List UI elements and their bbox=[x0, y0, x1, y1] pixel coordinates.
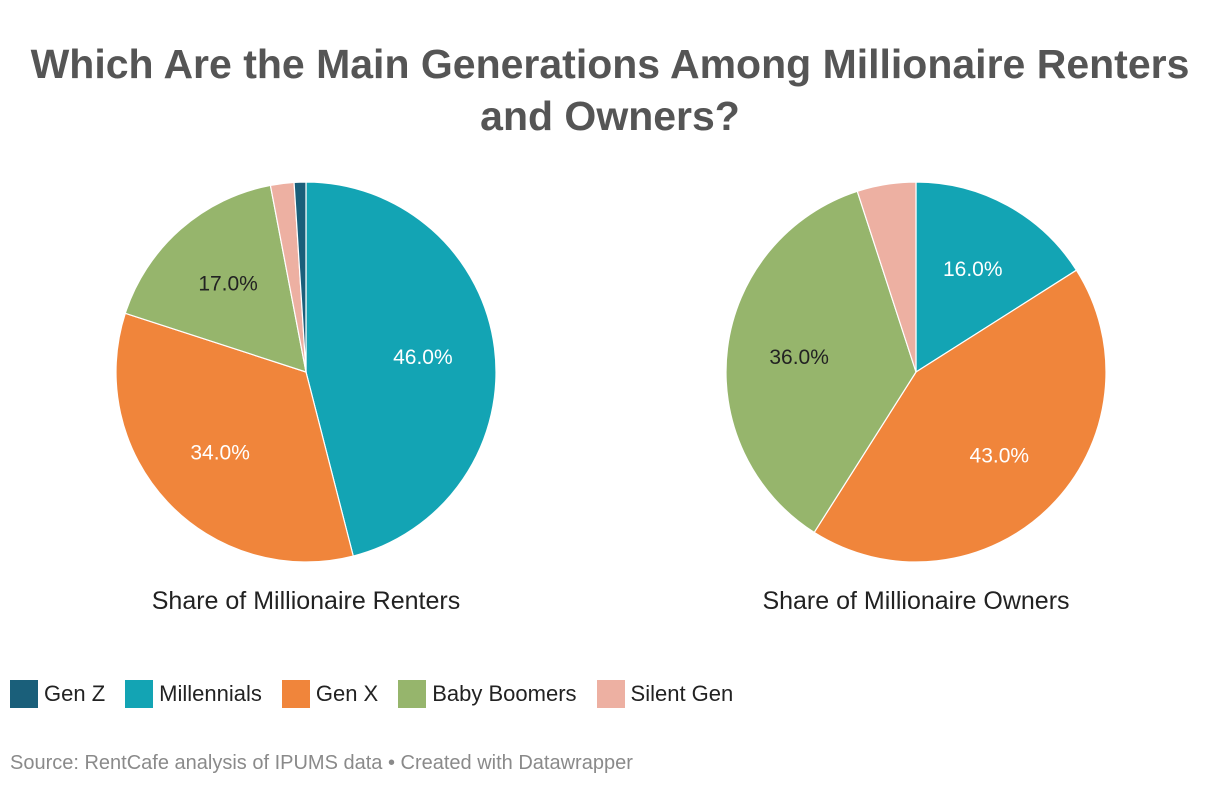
legend-swatch bbox=[281, 680, 310, 708]
legend-swatch bbox=[10, 680, 38, 708]
legend-swatch bbox=[596, 680, 625, 708]
chart-title: Which Are the Main Generations Among Mil… bbox=[0, 38, 1220, 142]
pie-slice-gen-z bbox=[293, 181, 307, 373]
pie-caption: Share of Millionaire Renters bbox=[152, 587, 460, 615]
legend: Gen Z Millennials Gen X Baby Boomers Silent … bbox=[10, 680, 753, 708]
pie-slice-silent-gen bbox=[856, 181, 917, 373]
pie-caption: Share of Millionaire Owners bbox=[762, 587, 1069, 615]
data-label-gen-x: 34.0% bbox=[190, 442, 250, 465]
data-label-millennials: 16.0% bbox=[943, 258, 1003, 281]
data-label-gen-x: 43.0% bbox=[970, 444, 1030, 467]
pie-slice-baby-boomers bbox=[124, 184, 307, 373]
pie-renters: 46.0% 34.0% 17.0% Share of Millionaire Rent… bbox=[115, 181, 497, 615]
pie-slice-gen-x bbox=[115, 312, 354, 563]
source-note: Source: RentCafe analysis of IPUMS data … bbox=[10, 752, 633, 774]
legend-item-silent-gen: Silent Gen bbox=[596, 680, 734, 708]
data-label-millennials: 46.0% bbox=[393, 346, 453, 369]
legend-swatch bbox=[398, 680, 427, 708]
chart-title-line-2: and Owners? bbox=[480, 93, 740, 139]
pie-owners: 16.0% 43.0% 36.0% Share of Millionaire Owne… bbox=[725, 181, 1107, 615]
legend-item-baby-boomers: Baby Boomers bbox=[398, 680, 577, 708]
legend-label: Gen X bbox=[315, 681, 379, 706]
legend-item-millennials: Millennials bbox=[125, 680, 262, 708]
data-label-baby-boomers: 17.0% bbox=[198, 273, 258, 296]
legend-label: Baby Boomers bbox=[432, 681, 577, 706]
pie-slice-millennials bbox=[305, 181, 497, 557]
legend-item-gen-z: Gen Z bbox=[10, 680, 105, 708]
chart-title-line-1: Which Are the Main Generations Among Mil… bbox=[30, 41, 1190, 87]
legend-label: Millennials bbox=[159, 681, 262, 706]
pie-slice-gen-x bbox=[813, 269, 1107, 563]
data-label-baby-boomers: 36.0% bbox=[769, 346, 829, 369]
legend-item-gen-x: Gen X bbox=[281, 680, 379, 708]
pie-slice-baby-boomers bbox=[725, 190, 917, 534]
legend-swatch bbox=[125, 680, 154, 708]
pie-slice-millennials bbox=[915, 181, 1078, 374]
legend-label: Silent Gen bbox=[630, 681, 734, 706]
legend-label: Gen Z bbox=[44, 681, 106, 706]
